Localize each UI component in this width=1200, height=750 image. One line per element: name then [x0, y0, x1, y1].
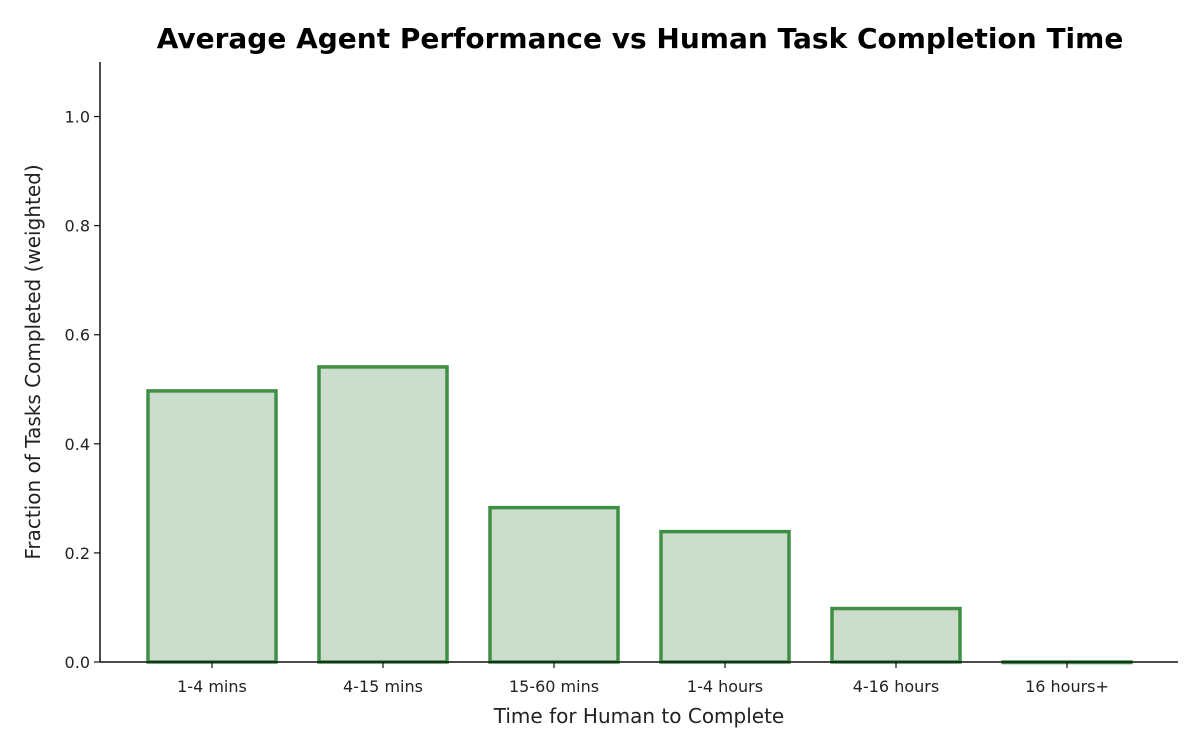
bar-15-60-mins	[488, 505, 620, 664]
x-tick-label: 15-60 mins	[509, 677, 599, 696]
bar-4-15-mins	[317, 365, 449, 664]
y-tick-label: 0.4	[65, 435, 90, 454]
x-axis: 1-4 mins 4-15 mins 15-60 mins 1-4 hours 4-16…	[100, 661, 1178, 696]
chart-title: Average Agent Performance vs Human Task …	[157, 22, 1124, 55]
y-tick-label: 0.0	[65, 653, 90, 672]
x-tick-label: 1-4 mins	[177, 677, 247, 696]
y-tick-label: 0.6	[65, 326, 90, 345]
x-tick-label: 4-16 hours	[853, 677, 939, 696]
y-axis-label: Fraction of Tasks Completed (weighted)	[21, 164, 45, 559]
x-tick-label: 4-15 mins	[343, 677, 423, 696]
bars-group	[146, 365, 1133, 665]
bar-1-4-hours	[659, 529, 791, 664]
x-tick-label: 1-4 hours	[687, 677, 763, 696]
x-tick-label: 16 hours+	[1025, 677, 1109, 696]
y-axis: 0.0 0.2 0.4 0.6 0.8 1.0	[65, 62, 101, 672]
x-axis-label: Time for Human to Complete	[493, 704, 784, 728]
y-tick-label: 0.2	[65, 544, 90, 563]
y-tick-label: 1.0	[65, 108, 90, 127]
y-tick-label: 0.8	[65, 217, 90, 236]
bar-1-4-mins	[146, 389, 278, 664]
bar-4-16-hours	[830, 606, 962, 664]
